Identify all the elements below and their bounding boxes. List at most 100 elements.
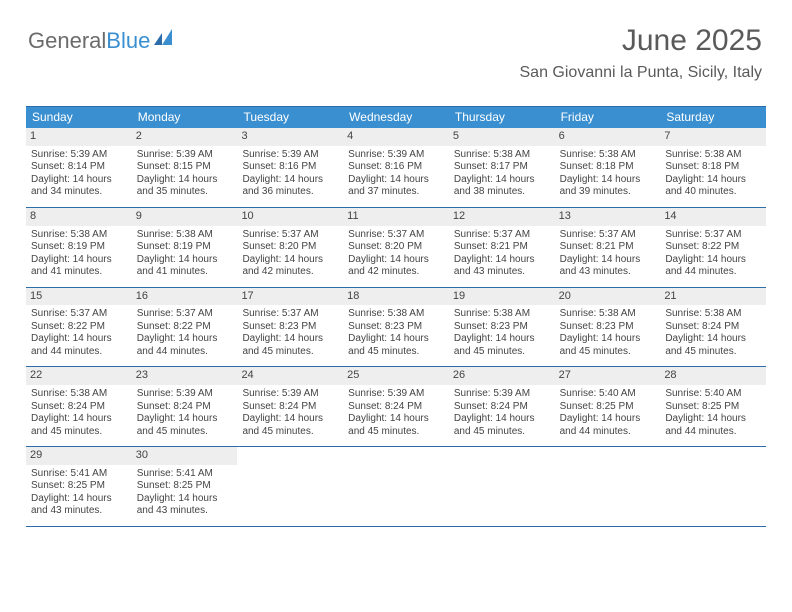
sunrise-line: Sunrise: 5:38 AM [31,388,127,401]
day-number: 16 [132,288,238,306]
daylight-line: Daylight: 14 hours and 43 minutes. [137,493,233,518]
sunset-line: Sunset: 8:21 PM [454,241,550,254]
day-number: 28 [660,367,766,385]
day-number: 11 [343,208,449,226]
day-number: 15 [26,288,132,306]
day-cell: 20Sunrise: 5:38 AMSunset: 8:23 PMDayligh… [555,288,661,367]
month-title: June 2025 [520,24,763,58]
sunset-line: Sunset: 8:20 PM [348,241,444,254]
sunrise-line: Sunrise: 5:37 AM [560,229,656,242]
daylight-line: Daylight: 14 hours and 34 minutes. [31,174,127,199]
sunrise-line: Sunrise: 5:41 AM [31,468,127,481]
sunset-line: Sunset: 8:14 PM [31,161,127,174]
header-right: June 2025 San Giovanni la Punta, Sicily,… [520,24,763,82]
dow-tuesday: Tuesday [237,107,343,128]
day-cell: 2Sunrise: 5:39 AMSunset: 8:15 PMDaylight… [132,128,238,207]
day-number: 9 [132,208,238,226]
week-row: 22Sunrise: 5:38 AMSunset: 8:24 PMDayligh… [26,367,766,447]
dow-sunday: Sunday [26,107,132,128]
day-number: 4 [343,128,449,146]
sunrise-line: Sunrise: 5:39 AM [348,388,444,401]
sunset-line: Sunset: 8:19 PM [137,241,233,254]
day-number: 13 [555,208,661,226]
sunrise-line: Sunrise: 5:38 AM [560,149,656,162]
day-cell: 13 Sunrise: 5:37 AMSunset: 8:21 PMDayligh… [555,208,661,287]
sunset-line: Sunset: 8:16 PM [242,161,338,174]
day-cell: 28Sunrise: 5:40 AMSunset: 8:25 PMDayligh… [660,367,766,446]
sunrise-line: Sunrise: 5:38 AM [454,308,550,321]
day-cell: 16Sunrise: 5:37 AMSunset: 8:22 PMDayligh… [132,288,238,367]
day-cell: 5Sunrise: 5:38 AMSunset: 8:17 PMDaylight… [449,128,555,207]
sunset-line: Sunset: 8:17 PM [454,161,550,174]
sunset-line: Sunset: 8:24 PM [31,401,127,414]
sunrise-line: Sunrise: 5:38 AM [665,149,761,162]
daylight-line: Daylight: 14 hours and 45 minutes. [137,413,233,438]
day-cell [449,447,555,526]
sunrise-line: Sunrise: 5:39 AM [137,149,233,162]
sunrise-line: Sunrise: 5:38 AM [31,229,127,242]
sunset-line: Sunset: 8:18 PM [560,161,656,174]
day-number: 10 [237,208,343,226]
daylight-line: Daylight: 14 hours and 45 minutes. [348,333,444,358]
day-cell: 30Sunrise: 5:41 AMSunset: 8:25 PMDayligh… [132,447,238,526]
sunset-line: Sunset: 8:25 PM [31,480,127,493]
day-number: 17 [237,288,343,306]
sunrise-line: Sunrise: 5:39 AM [348,149,444,162]
sunrise-line: Sunrise: 5:37 AM [454,229,550,242]
sunrise-line: Sunrise: 5:38 AM [454,149,550,162]
day-number: 3 [237,128,343,146]
sunrise-line: Sunrise: 5:41 AM [137,468,233,481]
day-number: 8 [26,208,132,226]
daylight-line: Daylight: 14 hours and 37 minutes. [348,174,444,199]
day-number: 23 [132,367,238,385]
sunset-line: Sunset: 8:22 PM [31,321,127,334]
sunrise-line: Sunrise: 5:37 AM [242,229,338,242]
daylight-line: Daylight: 14 hours and 44 minutes. [137,333,233,358]
day-number: 24 [237,367,343,385]
sunrise-line: Sunrise: 5:40 AM [560,388,656,401]
daylight-line: Daylight: 14 hours and 45 minutes. [242,413,338,438]
daylight-line: Daylight: 14 hours and 45 minutes. [560,333,656,358]
day-number: 7 [660,128,766,146]
daylight-line: Daylight: 14 hours and 44 minutes. [560,413,656,438]
sunset-line: Sunset: 8:20 PM [242,241,338,254]
day-number: 26 [449,367,555,385]
sunset-line: Sunset: 8:19 PM [31,241,127,254]
day-cell: 9Sunrise: 5:38 AMSunset: 8:19 PMDaylight… [132,208,238,287]
day-cell: 19Sunrise: 5:38 AMSunset: 8:23 PMDayligh… [449,288,555,367]
location: San Giovanni la Punta, Sicily, Italy [520,64,763,82]
day-cell: 10Sunrise: 5:37 AMSunset: 8:20 PMDayligh… [237,208,343,287]
day-cell: 14Sunrise: 5:37 AMSunset: 8:22 PMDayligh… [660,208,766,287]
dow-monday: Monday [132,107,238,128]
day-cell: 17Sunrise: 5:37 AMSunset: 8:23 PMDayligh… [237,288,343,367]
day-number: 27 [555,367,661,385]
day-cell: 21Sunrise: 5:38 AMSunset: 8:24 PMDayligh… [660,288,766,367]
day-cell: 29 Sunrise: 5:41 AMSunset: 8:25 PMDayligh… [26,447,132,526]
daylight-line: Daylight: 14 hours and 41 minutes. [137,254,233,279]
day-cell: 27 Sunrise: 5:40 AMSunset: 8:25 PMDayligh… [555,367,661,446]
logo: GeneralBlue [28,28,176,54]
day-number: 19 [449,288,555,306]
daylight-line: Daylight: 14 hours and 35 minutes. [137,174,233,199]
sunset-line: Sunset: 8:21 PM [560,241,656,254]
day-number: 29 [26,447,132,465]
daylight-line: Daylight: 14 hours and 43 minutes. [31,493,127,518]
sunset-line: Sunset: 8:25 PM [137,480,233,493]
sunset-line: Sunset: 8:24 PM [348,401,444,414]
day-number: 12 [449,208,555,226]
dow-saturday: Saturday [660,107,766,128]
sunset-line: Sunset: 8:24 PM [242,401,338,414]
day-number: 22 [26,367,132,385]
daylight-line: Daylight: 14 hours and 43 minutes. [560,254,656,279]
daylight-line: Daylight: 14 hours and 45 minutes. [665,333,761,358]
day-cell: 3Sunrise: 5:39 AMSunset: 8:16 PMDaylight… [237,128,343,207]
daylight-line: Daylight: 14 hours and 43 minutes. [454,254,550,279]
sunset-line: Sunset: 8:22 PM [137,321,233,334]
sunset-line: Sunset: 8:25 PM [560,401,656,414]
sunset-line: Sunset: 8:22 PM [665,241,761,254]
day-cell: 15Sunrise: 5:37 AMSunset: 8:22 PMDayligh… [26,288,132,367]
daylight-line: Daylight: 14 hours and 45 minutes. [348,413,444,438]
day-cell: 23Sunrise: 5:39 AMSunset: 8:24 PMDayligh… [132,367,238,446]
day-number: 5 [449,128,555,146]
day-cell: 8Sunrise: 5:38 AMSunset: 8:19 PMDaylight… [26,208,132,287]
